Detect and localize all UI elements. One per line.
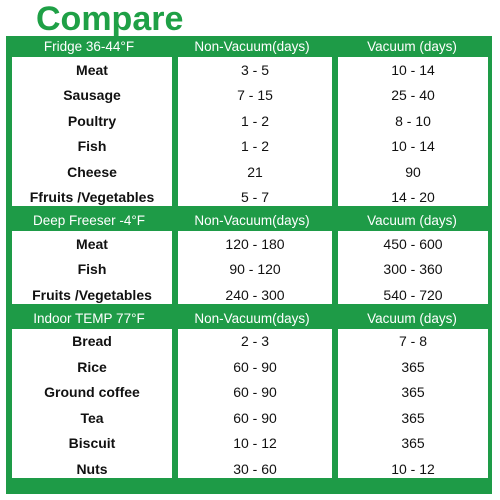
column-panel: 450 - 600 300 - 360 540 - 720 [338, 231, 488, 304]
vacuum-value: 90 [405, 163, 421, 180]
vacuum-value: 300 - 360 [383, 261, 443, 278]
non-vacuum-header: Non-Vacuum(days) [194, 310, 310, 326]
food-item-label: Fish [77, 138, 107, 155]
column-panel: Meat Fish Fruits /Vegetables [12, 231, 172, 304]
non-vacuum-header: Non-Vacuum(days) [194, 213, 310, 228]
vacuum-value: 540 - 720 [383, 286, 443, 303]
section-title: Indoor TEMP 77°F [33, 310, 145, 326]
non-vacuum-value: 5 - 7 [240, 189, 269, 206]
food-item-label: Biscuit [68, 435, 116, 452]
vacuum-value: 450 - 600 [383, 235, 443, 252]
vacuum-value: 365 [401, 384, 425, 401]
vacuum-value: 10 - 14 [391, 61, 435, 78]
vacuum-value: 14 - 20 [391, 189, 435, 206]
vacuum-value: 8 - 10 [395, 112, 431, 129]
column-panel: 7 - 8 365 365 365 365 10 - 12 [338, 328, 488, 478]
section-header-row: Indoor TEMP 77°F Non-Vacuum(days) Vacuum (… [6, 308, 492, 329]
food-item-label: Tea [80, 409, 104, 426]
vacuum-header: Vacuum (days) [367, 310, 457, 326]
section-header-row: Fridge 36-44°F Non-Vacuum(days) Vacuum (da… [6, 36, 492, 57]
vacuum-header: Vacuum (days) [367, 213, 457, 228]
food-item-label: Bread [72, 333, 112, 350]
vacuum-value: 10 - 14 [391, 138, 435, 155]
non-vacuum-value: 240 - 300 [225, 286, 285, 303]
non-vacuum-value: 2 - 3 [240, 333, 269, 350]
food-item-label: Rice [77, 358, 107, 375]
non-vacuum-value: 3 - 5 [240, 61, 269, 78]
non-vacuum-value: 1 - 2 [240, 112, 269, 129]
column-panel: Bread Rice Ground coffee Tea Biscuit Nuts [12, 328, 172, 478]
non-vacuum-value: 7 - 15 [237, 87, 273, 104]
food-item-label: Fish [77, 261, 107, 278]
vacuum-value: 7 - 8 [398, 333, 427, 350]
food-item-label: Sausage [63, 87, 121, 104]
vacuum-value: 365 [401, 358, 425, 375]
food-item-label: Cheese [67, 163, 117, 180]
section-title: Fridge 36-44°F [43, 39, 135, 54]
non-vacuum-value: 60 - 90 [233, 384, 277, 401]
vacuum-value: 25 - 40 [391, 87, 435, 104]
non-vacuum-value: 30 - 60 [233, 460, 277, 477]
comparison-table: Fridge 36-44°F Non-Vacuum(days) Vacuum (da… [6, 36, 492, 494]
non-vacuum-value: 90 - 120 [229, 261, 281, 278]
column-panel: 120 - 180 90 - 120 240 - 300 [178, 231, 332, 304]
section-title: Deep Freeser -4°F [33, 213, 145, 228]
vacuum-header: Vacuum (days) [367, 39, 457, 54]
column-panel: 2 - 3 60 - 90 60 - 90 60 - 90 10 - 12 30 - 60 [178, 328, 332, 478]
food-item-label: Meat [76, 235, 108, 252]
food-item-label: Fruits /Vegetables [32, 286, 152, 303]
column-panel: 10 - 14 25 - 40 8 - 10 10 - 14 90 14 - 20 [338, 57, 488, 206]
vacuum-value: 10 - 12 [391, 460, 435, 477]
vacuum-value: 365 [401, 435, 425, 452]
food-item-label: Meat [76, 61, 108, 78]
food-item-label: Poultry [67, 112, 117, 129]
food-item-label: Ffruits /Vegetables [29, 189, 155, 206]
non-vacuum-value: 60 - 90 [233, 409, 277, 426]
non-vacuum-value: 10 - 12 [233, 435, 277, 452]
food-item-label: Nuts [76, 460, 108, 477]
non-vacuum-header: Non-Vacuum(days) [194, 39, 310, 54]
non-vacuum-value: 21 [247, 163, 263, 180]
page-title: Compare [36, 0, 184, 38]
vacuum-value: 365 [401, 409, 425, 426]
food-item-label: Ground coffee [44, 384, 140, 401]
column-panel: Meat Sausage Poultry Fish Cheese Ffruits /Veg… [12, 57, 172, 206]
non-vacuum-value: 120 - 180 [225, 235, 285, 252]
non-vacuum-value: 60 - 90 [233, 358, 277, 375]
non-vacuum-value: 1 - 2 [240, 138, 269, 155]
section-header-row: Deep Freeser -4°F Non-Vacuum(days) Vacuum … [6, 210, 492, 231]
column-panel: 3 - 5 7 - 15 1 - 2 1 - 2 21 5 - 7 [178, 57, 332, 206]
